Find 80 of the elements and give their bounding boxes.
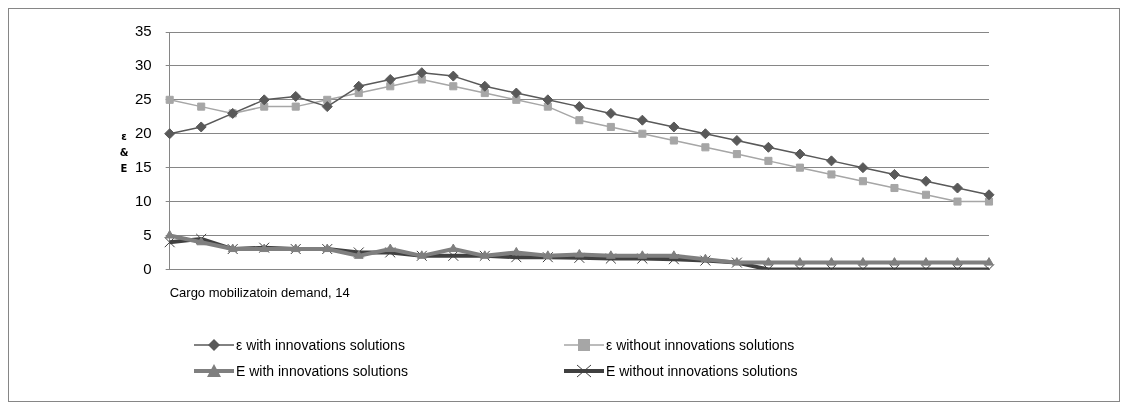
point bbox=[888, 168, 900, 180]
point bbox=[542, 94, 554, 106]
point bbox=[195, 121, 207, 133]
point bbox=[921, 257, 931, 266]
point bbox=[164, 128, 176, 140]
point bbox=[668, 121, 680, 133]
y-tick-label: 20 bbox=[135, 123, 152, 141]
point bbox=[258, 94, 270, 106]
y-tick-label: 10 bbox=[135, 191, 152, 209]
point bbox=[511, 246, 522, 256]
point bbox=[384, 73, 396, 85]
point bbox=[605, 253, 617, 264]
point bbox=[479, 80, 491, 92]
point bbox=[794, 148, 806, 160]
point bbox=[700, 253, 711, 263]
point bbox=[952, 257, 963, 266]
point bbox=[762, 141, 774, 153]
point bbox=[731, 135, 743, 147]
legend-label: ε with innovations solutions bbox=[236, 337, 405, 353]
point bbox=[573, 101, 585, 113]
point bbox=[197, 102, 206, 111]
point bbox=[636, 114, 648, 126]
y-tick-label: 35 bbox=[135, 22, 152, 40]
point bbox=[920, 175, 932, 187]
point bbox=[416, 67, 428, 79]
point bbox=[543, 102, 552, 111]
point bbox=[921, 190, 931, 199]
point bbox=[984, 197, 994, 206]
point bbox=[638, 129, 647, 138]
point bbox=[669, 136, 678, 145]
point bbox=[699, 128, 711, 140]
point bbox=[795, 257, 805, 266]
point bbox=[510, 87, 522, 99]
y-tick-label: 30 bbox=[135, 56, 152, 74]
point bbox=[732, 150, 741, 159]
point bbox=[290, 90, 302, 102]
y-tick-label: 5 bbox=[143, 225, 152, 243]
legend-label: E without innovations solutions bbox=[606, 363, 798, 379]
point bbox=[165, 95, 174, 104]
point bbox=[542, 251, 554, 263]
y-tick-label: 15 bbox=[135, 157, 152, 175]
point bbox=[827, 170, 836, 179]
point bbox=[795, 163, 804, 172]
point bbox=[699, 255, 711, 267]
point bbox=[637, 250, 648, 259]
point bbox=[701, 143, 710, 152]
point bbox=[953, 197, 962, 206]
point bbox=[889, 257, 900, 266]
point bbox=[826, 257, 837, 266]
point bbox=[951, 182, 963, 194]
y-tick-label: 0 bbox=[143, 259, 152, 277]
point bbox=[575, 116, 584, 125]
point bbox=[291, 102, 300, 111]
point bbox=[763, 257, 774, 266]
point bbox=[764, 156, 773, 165]
point bbox=[574, 248, 585, 258]
point bbox=[164, 229, 175, 239]
y-axis-title: ε & E bbox=[118, 130, 130, 176]
point bbox=[825, 155, 837, 167]
point bbox=[447, 70, 459, 82]
point bbox=[858, 177, 867, 186]
point bbox=[606, 250, 616, 259]
point bbox=[605, 107, 617, 119]
point bbox=[353, 80, 365, 92]
point bbox=[983, 189, 995, 201]
legend-label: E with innovations solutions bbox=[236, 363, 408, 379]
point bbox=[543, 250, 553, 259]
point bbox=[321, 101, 333, 113]
point bbox=[857, 162, 869, 174]
point bbox=[384, 246, 396, 258]
point bbox=[858, 257, 868, 266]
y-tick-label: 25 bbox=[135, 89, 152, 107]
legend-label: ε without innovations solutions bbox=[606, 337, 795, 353]
point bbox=[606, 122, 615, 131]
x-axis-title: Cargo mobilizatoin demand, 14 bbox=[169, 284, 350, 300]
point bbox=[449, 82, 458, 91]
point bbox=[669, 250, 679, 259]
point bbox=[890, 183, 899, 193]
point bbox=[984, 257, 994, 266]
point bbox=[164, 236, 176, 248]
